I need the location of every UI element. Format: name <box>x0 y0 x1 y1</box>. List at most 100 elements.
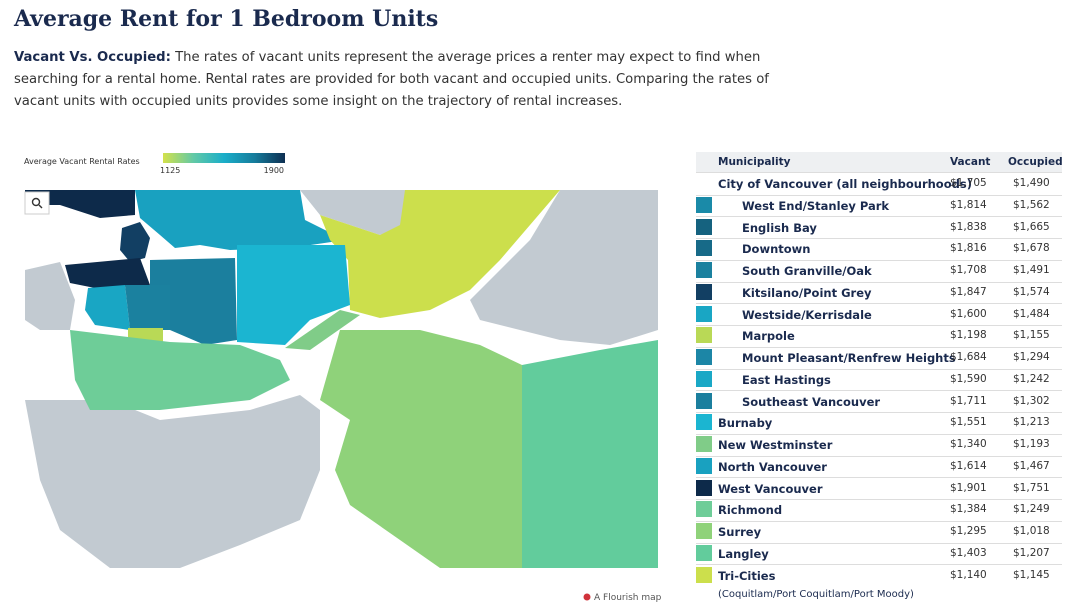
vacant: $1,403 <box>950 546 987 559</box>
description: Vacant Vs. Occupied: The rates of vacant… <box>14 47 814 113</box>
table-row: City of Vancouver (all neighbourhoods) $1… <box>696 173 1062 196</box>
vacant: $1,684 <box>950 351 987 363</box>
table-row: West End/Stanley Park $1,814 $1,562 <box>696 195 1062 218</box>
municipality: Burnaby <box>718 416 773 431</box>
vacant: $1,838 <box>950 220 987 233</box>
table-row: Tri-Cities $1,140 $1,145 (Coquitlam/Port Co… <box>696 565 1062 600</box>
vacant: $1,705 <box>950 177 987 189</box>
swatch <box>696 240 712 257</box>
vacant: $1,847 <box>950 285 987 298</box>
vacant: $1,816 <box>950 242 987 255</box>
table-row: Kitsilano/Point Grey $1,847 $1,574 <box>696 282 1062 305</box>
occupied: $1,155 <box>1013 329 1050 342</box>
credit-icon <box>583 593 591 601</box>
occupied: $1,302 <box>1013 394 1050 407</box>
table-row: East Hastings $1,590 $1,242 <box>696 369 1062 392</box>
occupied: $1,665 <box>1013 220 1050 233</box>
municipality: Southeast Vancouver <box>742 394 881 409</box>
vacant: $1,551 <box>950 416 987 429</box>
vacant: $1,600 <box>950 307 987 320</box>
municipality: Richmond <box>718 503 783 518</box>
table-row: Surrey $1,295 $1,018 <box>696 521 1062 544</box>
municipality: Surrey <box>718 525 762 539</box>
region-stanley-park <box>120 222 150 262</box>
municipality: English Bay <box>742 220 817 235</box>
region-west-vancouver <box>25 190 135 218</box>
legend-min: 1125 <box>160 166 180 175</box>
table-row: New Westminster $1,340 $1,193 <box>696 434 1062 457</box>
municipality: West End/Stanley Park <box>742 198 890 213</box>
occupied: $1,207 <box>1013 546 1050 559</box>
search-button[interactable] <box>24 191 50 215</box>
body: The rates of vacant units represent the … <box>14 50 769 109</box>
vacant: $1,614 <box>950 459 987 472</box>
occupied: $1,484 <box>1013 307 1050 320</box>
swatch <box>696 196 712 213</box>
vacant: $1,340 <box>950 438 987 450</box>
legend-title: Average Vacant Rental Rates <box>24 157 140 166</box>
occupied: $1,467 <box>1013 459 1050 472</box>
table-row: Marpole $1,198 $1,155 <box>696 325 1062 348</box>
vacant: $1,384 <box>950 503 987 516</box>
municipality: Tri-Cities <box>718 568 776 583</box>
swatch <box>696 414 712 431</box>
region-vancouver-east <box>150 258 237 345</box>
swatch <box>696 283 712 300</box>
municipality: Kitsilano/Point Grey <box>742 285 872 300</box>
occupied: $1,294 <box>1013 351 1050 363</box>
swatch <box>696 479 712 496</box>
swatch <box>696 218 712 235</box>
region-surrey <box>320 330 522 568</box>
search-icon <box>38 204 43 209</box>
table-row: Mount Pleasant/Renfrew Heights $1,684 $1,2… <box>696 347 1062 370</box>
column-header: Occupied <box>1008 156 1063 168</box>
swatch <box>696 305 712 322</box>
region-new-westminster <box>285 310 360 350</box>
occupied: $1,193 <box>1013 438 1050 450</box>
land <box>470 190 658 345</box>
credit[interactable]: A Flourish map <box>594 593 662 603</box>
municipality: North Vancouver <box>718 459 827 474</box>
occupied: $1,242 <box>1013 372 1050 385</box>
region-south-granville <box>125 285 170 330</box>
title: Average Rent for 1 Bedroom Units <box>14 6 439 32</box>
swatch <box>696 327 712 344</box>
occupied: $1,751 <box>1013 481 1050 494</box>
table-row: Westside/Kerrisdale $1,600 $1,484 <box>696 304 1062 327</box>
occupied: $1,249 <box>1013 503 1050 516</box>
municipality: South Granville/Oak <box>742 264 872 278</box>
map-shapes: A Flourish map <box>24 190 662 603</box>
swatch <box>696 392 712 409</box>
land <box>300 190 410 235</box>
note: (Coquitlam/Port Coquitlam/Port Moody) <box>718 588 914 600</box>
table-row: South Granville/Oak $1,708 $1,491 <box>696 260 1062 283</box>
municipality: West Vancouver <box>718 481 823 496</box>
vacant: $1,140 <box>950 568 987 581</box>
vacant: $1,295 <box>950 525 987 537</box>
municipality: East Hastings <box>742 372 831 387</box>
region-langley <box>522 340 658 568</box>
vacant: $1,901 <box>950 481 987 494</box>
region-tri-cities <box>320 190 560 318</box>
municipality: Mount Pleasant/Renfrew Heights <box>742 351 956 365</box>
land <box>25 262 75 330</box>
occupied: $1,018 <box>1013 525 1050 537</box>
occupied: $1,574 <box>1013 285 1050 298</box>
region-kitsilano <box>65 258 150 288</box>
swatch <box>696 436 712 452</box>
column-header: Vacant <box>950 156 991 168</box>
swatch <box>696 370 712 387</box>
municipality: City of Vancouver (all neighbourhoods) <box>718 177 972 191</box>
occupied: $1,145 <box>1013 568 1050 581</box>
occupied: $1,491 <box>1013 264 1050 276</box>
map: Average Vacant Rental Rates 1125 1900 A … <box>24 153 662 603</box>
swatch <box>696 457 712 474</box>
region-north-vancouver <box>135 190 345 250</box>
vacant: $1,590 <box>950 372 987 385</box>
vacant: $1,708 <box>950 264 987 276</box>
vacant: $1,198 <box>950 329 987 342</box>
column-header: Municipality <box>718 156 791 168</box>
table-row: West Vancouver $1,901 $1,751 <box>696 478 1062 501</box>
region-burnaby <box>237 245 350 345</box>
legend-bar <box>163 153 285 163</box>
